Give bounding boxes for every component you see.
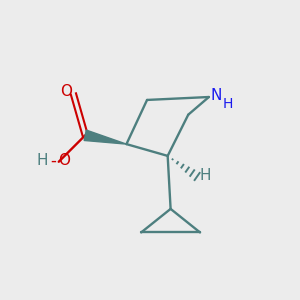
Polygon shape (84, 130, 126, 144)
Text: O: O (60, 84, 72, 99)
Text: -: - (50, 151, 56, 169)
Text: H: H (37, 153, 48, 168)
Text: H: H (200, 167, 211, 182)
Text: O: O (58, 153, 70, 168)
Text: N: N (211, 88, 222, 103)
Text: H: H (222, 98, 233, 111)
